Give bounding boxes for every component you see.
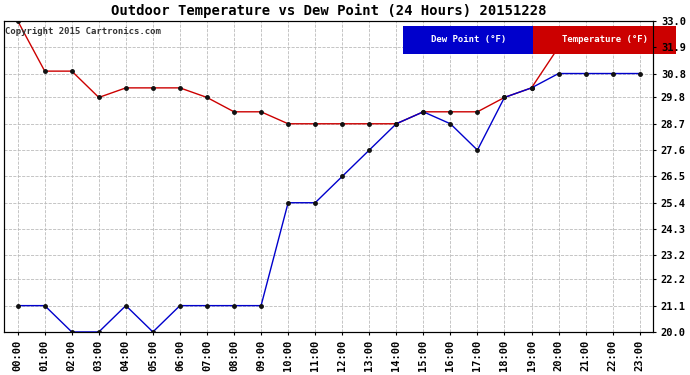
Text: Temperature (°F): Temperature (°F) (562, 35, 647, 44)
FancyBboxPatch shape (404, 26, 533, 54)
Text: Copyright 2015 Cartronics.com: Copyright 2015 Cartronics.com (6, 27, 161, 36)
Title: Outdoor Temperature vs Dew Point (24 Hours) 20151228: Outdoor Temperature vs Dew Point (24 Hou… (111, 4, 546, 18)
FancyBboxPatch shape (533, 26, 676, 54)
Text: Dew Point (°F): Dew Point (°F) (431, 35, 506, 44)
